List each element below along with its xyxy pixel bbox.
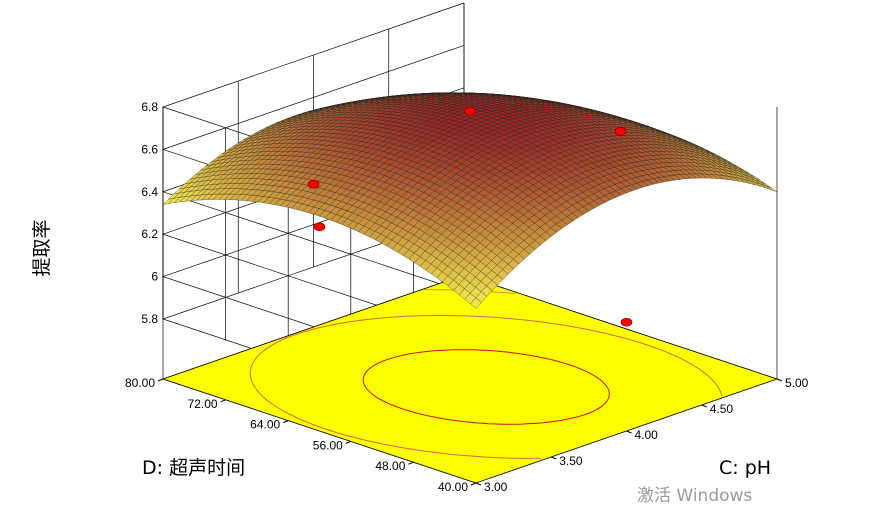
contour-floor: [161, 274, 779, 484]
x-tick-label: 3.00: [484, 480, 508, 494]
y-tick-mark: [157, 378, 164, 382]
surface-cell: [765, 185, 778, 192]
z-tick-label: 6.6: [141, 142, 158, 156]
y-tick-label: 56.00: [313, 438, 343, 452]
y-tick-mark: [470, 482, 477, 486]
floor-plane: [161, 274, 779, 484]
z-tick-label: 5.8: [141, 312, 158, 326]
windows-watermark: 激活 Windows: [637, 486, 752, 506]
tick-labels: 5.8 6 6.2 6.4 6.6 6.8 40.00 48.00 56.00 64.00 72.0…: [125, 100, 809, 494]
z-tick-label: 6: [151, 270, 158, 284]
surface-cell: [620, 186, 633, 194]
y-axis-label: D: 超声时间: [142, 457, 245, 479]
design-point: [307, 180, 320, 189]
y-tick-label: 48.00: [375, 459, 405, 473]
contour-line: [249, 315, 604, 459]
x-tick-mark: [551, 456, 557, 460]
y-tick-label: 72.00: [188, 397, 218, 411]
z-tick-label: 6.8: [141, 100, 158, 114]
x-tick-label: 4.50: [710, 402, 734, 416]
y-tick-label: 80.00: [125, 376, 155, 390]
y-tick-mark: [220, 399, 226, 403]
z-tick-label: 6.4: [141, 185, 158, 199]
y-tick-mark: [408, 461, 414, 465]
x-tick-label: 5.00: [785, 376, 809, 390]
design-point: [464, 106, 476, 116]
z-axis-label: 提取率: [31, 219, 53, 276]
design-point: [614, 127, 627, 136]
z-tick-label: 6.2: [141, 227, 158, 241]
x-axis-label: C: pH: [719, 457, 771, 479]
design-point: [620, 317, 633, 327]
x-tick-mark: [475, 482, 482, 486]
x-tick-label: 4.00: [635, 428, 659, 442]
contour-line: [603, 332, 723, 397]
y-tick-label: 64.00: [250, 418, 280, 432]
y-tick-mark: [345, 440, 351, 444]
x-tick-mark: [776, 378, 783, 382]
design-point: [313, 222, 326, 232]
response-surface: [162, 92, 778, 309]
design-points: [307, 106, 633, 327]
x-tick-label: 3.50: [559, 454, 583, 468]
x-tick-mark: [701, 404, 707, 408]
contour-line: [362, 349, 610, 425]
y-tick-mark: [283, 420, 289, 424]
y-tick-label: 40.00: [438, 480, 468, 494]
x-tick-mark: [626, 430, 632, 434]
